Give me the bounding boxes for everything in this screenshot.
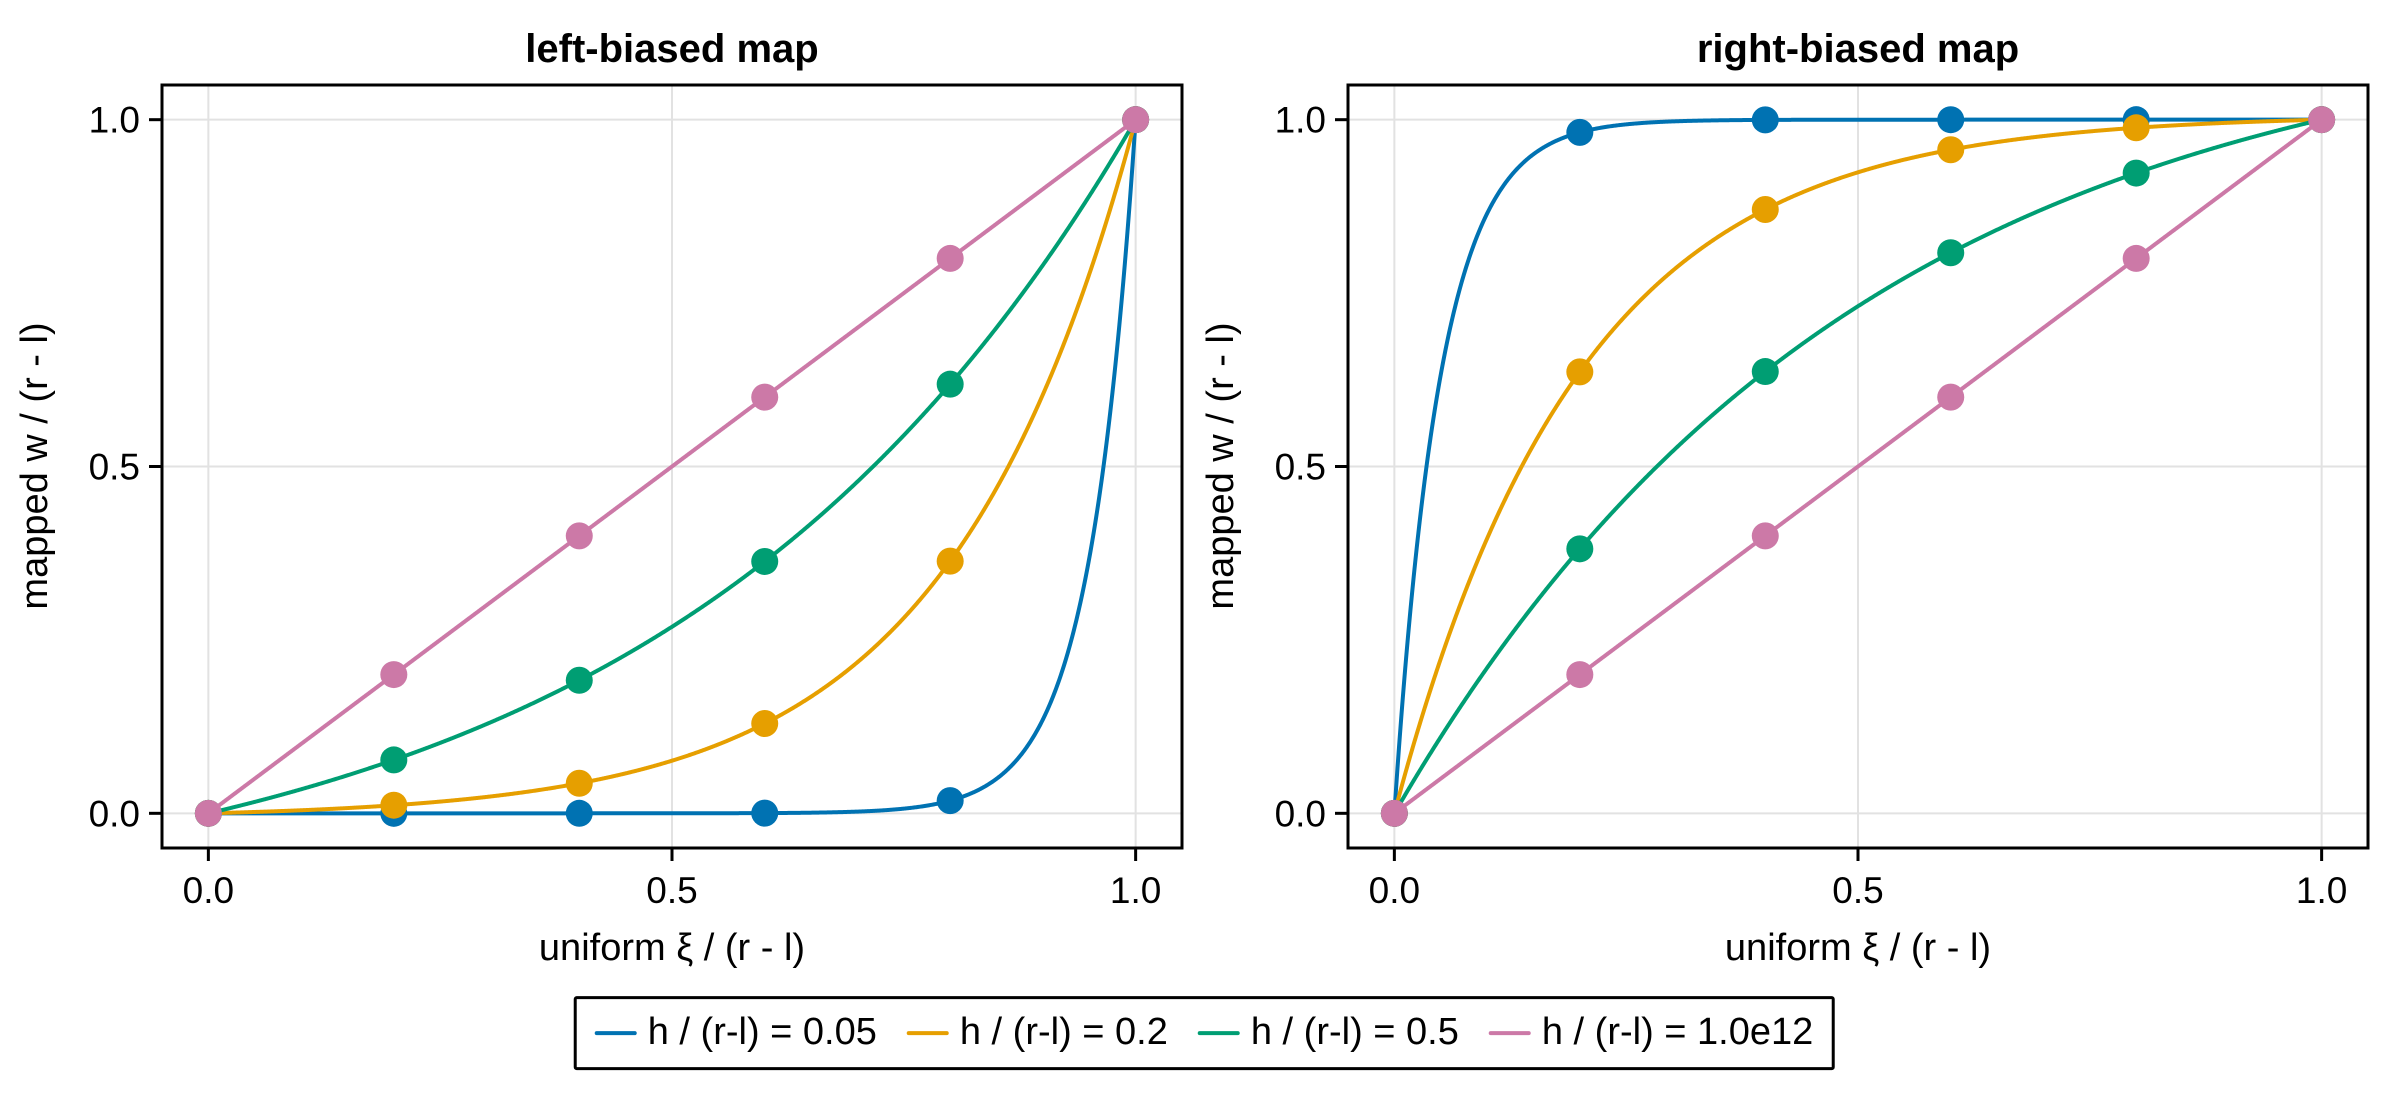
series-curve-0 — [1392, 117, 2324, 816]
data-point — [751, 547, 779, 575]
legend-entry: h / (r-l) = 0.05 — [594, 1011, 877, 1055]
series-curve-1 — [206, 117, 1138, 816]
panel-title: right-biased map — [1697, 27, 2019, 71]
data-point — [1122, 106, 1150, 134]
series-curve-2 — [1392, 117, 2324, 816]
data-point — [380, 661, 408, 689]
data-point — [936, 547, 964, 575]
y-axis-label: mapped w / (r - l) — [14, 322, 56, 609]
x-tick-label: 0.5 — [646, 870, 697, 911]
legend-label: h / (r-l) = 1.0e12 — [1541, 1011, 1814, 1054]
y-axis-label: mapped w / (r - l) — [1200, 322, 1242, 609]
data-point — [751, 799, 779, 827]
legend-entry: h / (r-l) = 1.0e12 — [1488, 1011, 1814, 1055]
data-point — [1937, 383, 1965, 411]
y-tick-label: 0.0 — [1275, 793, 1326, 834]
legend-label: h / (r-l) = 0.05 — [647, 1011, 877, 1054]
data-point — [1380, 799, 1408, 827]
x-tick-label: 0.0 — [1369, 870, 1420, 911]
x-tick-label: 1.0 — [2296, 870, 2347, 911]
legend: h / (r-l) = 0.05 h / (r-l) = 0.2 h / (r-l)… — [573, 996, 1835, 1070]
data-point — [380, 791, 408, 819]
data-point — [2308, 106, 2336, 134]
x-tick-label: 0.0 — [183, 870, 234, 911]
y-tick-label: 0.5 — [1275, 447, 1326, 488]
legend-entry: h / (r-l) = 0.2 — [906, 1011, 1168, 1055]
x-tick-label: 1.0 — [1110, 870, 1161, 911]
data-point — [1751, 106, 1779, 134]
data-point — [565, 769, 593, 797]
x-axis-label: uniform ξ / (r - l) — [1725, 927, 1991, 969]
x-tick-label: 0.5 — [1832, 870, 1883, 911]
data-point — [751, 383, 779, 411]
data-point — [1937, 136, 1965, 164]
y-tick-label: 0.0 — [89, 793, 140, 834]
series-curve-0 — [206, 117, 1138, 816]
legend-line-swatch — [906, 1031, 949, 1035]
data-point — [936, 244, 964, 272]
data-point — [1751, 522, 1779, 550]
legend-label: h / (r-l) = 0.2 — [959, 1011, 1168, 1054]
data-point — [2122, 244, 2150, 272]
legend-entry: h / (r-l) = 0.5 — [1197, 1011, 1459, 1055]
series-curve-1 — [1392, 117, 2324, 816]
data-point — [1937, 106, 1965, 134]
legend-label: h / (r-l) = 0.5 — [1250, 1011, 1459, 1054]
data-point — [2122, 159, 2150, 187]
y-tick-label: 0.5 — [89, 447, 140, 488]
data-point — [936, 787, 964, 815]
data-point — [380, 746, 408, 774]
legend-line-swatch — [594, 1031, 637, 1035]
series-curve-2 — [206, 117, 1138, 816]
data-point — [565, 522, 593, 550]
panel-left: 0.0 0.5 1.0 0.0 0.5 1.0 left-biased map unifo… — [14, 27, 1184, 969]
panel-title: left-biased map — [525, 27, 818, 71]
data-point — [751, 709, 779, 737]
y-tick-label: 1.0 — [89, 100, 140, 141]
series-curve-3 — [206, 117, 1138, 816]
data-point — [565, 799, 593, 827]
panel-right: 0.0 0.5 1.0 0.0 0.5 1.0 right-biased map unif… — [1200, 27, 2370, 969]
data-point — [1751, 196, 1779, 224]
data-point — [1937, 239, 1965, 267]
legend-line-swatch — [1197, 1031, 1240, 1035]
data-point — [2122, 114, 2150, 142]
data-point — [1566, 661, 1594, 689]
data-point — [1566, 358, 1594, 386]
data-point — [1566, 118, 1594, 146]
data-point — [936, 370, 964, 398]
legend-line-swatch — [1488, 1031, 1531, 1035]
data-point — [565, 666, 593, 694]
data-point — [1751, 358, 1779, 386]
series-curve-3 — [1392, 117, 2324, 816]
x-axis-label: uniform ξ / (r - l) — [539, 927, 805, 969]
data-point — [1566, 535, 1594, 563]
data-point — [194, 799, 222, 827]
y-tick-label: 1.0 — [1275, 100, 1326, 141]
